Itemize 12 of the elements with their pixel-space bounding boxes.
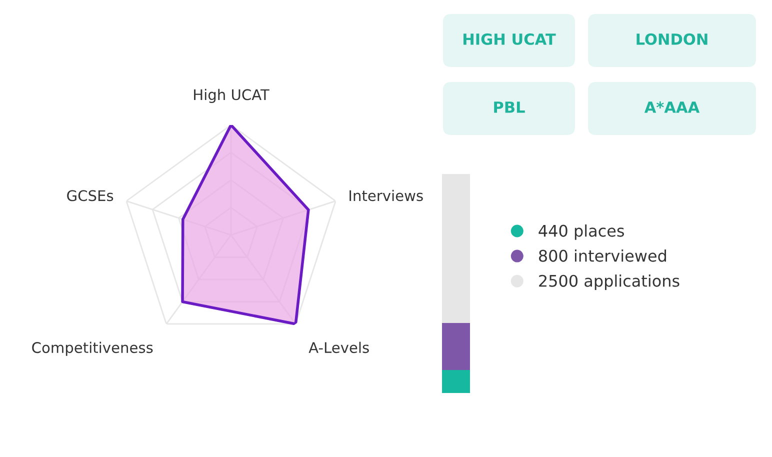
text: LONDON <box>636 33 708 45</box>
legend-label: 440 places <box>538 224 624 240</box>
text: A*AAA <box>644 101 700 113</box>
spoke-label: A-Levels <box>308 342 369 354</box>
spoke-label: High UCAT <box>194 88 270 103</box>
legend-label: 800 interviewed <box>538 249 666 262</box>
text: PBL <box>494 102 525 113</box>
spoke-label: GCSEs <box>67 190 114 202</box>
spoke-label: Competitiveness <box>32 342 153 356</box>
spoke-label: Interviews <box>350 190 423 202</box>
legend-label: 2500 applications <box>539 274 680 290</box>
text: HIGH UCAT <box>464 33 556 45</box>
